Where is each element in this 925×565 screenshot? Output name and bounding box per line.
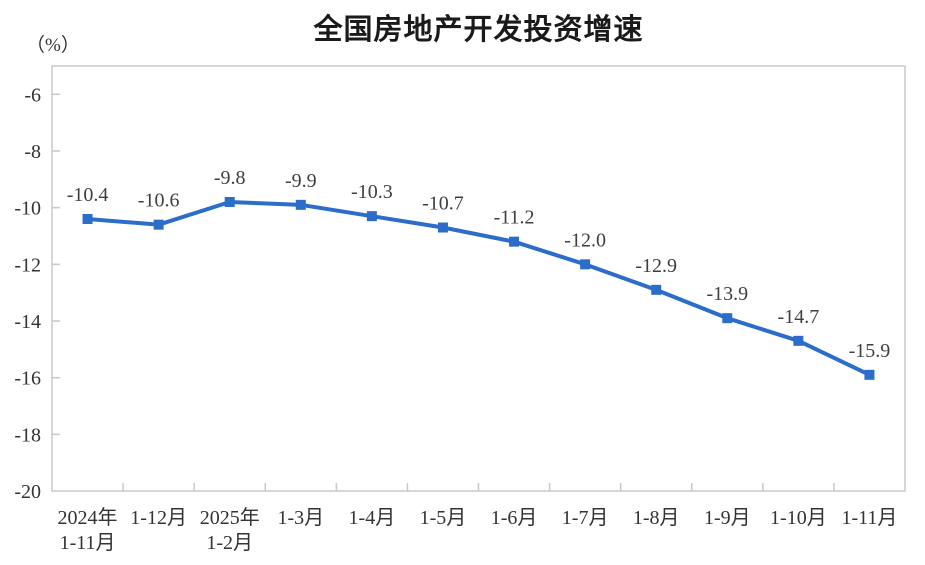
data-point-marker (793, 335, 804, 346)
chart-title: 全国房地产开发投资增速 (313, 14, 644, 46)
data-point-label: -10.6 (138, 190, 180, 212)
x-axis-category-label: 1-5月 (420, 507, 467, 529)
data-point-label: -10.3 (351, 181, 393, 203)
y-axis-tick-label: -8 (24, 141, 41, 163)
x-axis-category-label: 1-9月 (704, 507, 751, 529)
x-axis-category-label: 1-11月 (841, 507, 897, 529)
data-point-label: -10.4 (67, 184, 109, 206)
y-axis-unit-label: （%） (26, 35, 80, 56)
y-axis-tick-label: -20 (14, 481, 41, 503)
data-point-marker (509, 236, 520, 247)
x-axis-category-label: 1-4月 (349, 507, 396, 529)
x-axis-category-label: 1-2月 (206, 532, 253, 554)
data-point-label: -15.9 (849, 340, 891, 362)
x-axis-category-label: 1-3月 (277, 507, 324, 529)
data-point-marker (651, 284, 662, 295)
data-point-marker (82, 214, 93, 224)
y-axis-tick-label: -16 (14, 368, 41, 390)
y-axis-tick-label: -6 (24, 84, 41, 106)
data-point-label: -10.7 (422, 193, 464, 215)
x-axis-category-label: 1-10月 (770, 507, 827, 529)
data-point-marker (722, 313, 733, 324)
data-point-label: -11.2 (494, 207, 535, 229)
plot-area-border (51, 65, 906, 492)
data-point-marker (864, 369, 875, 380)
x-axis-category-label: 2025年 (200, 506, 260, 529)
x-axis-category-label: 1-7月 (562, 507, 609, 529)
data-point-marker (580, 259, 591, 270)
data-point-marker (153, 219, 164, 230)
x-axis-category-label: 2024年 (58, 506, 118, 529)
data-point-label: -13.9 (706, 283, 748, 305)
y-axis-tick-label: -14 (14, 311, 41, 333)
data-point-label: -9.9 (285, 170, 317, 192)
data-point-marker (295, 199, 306, 210)
series-line (85, 200, 872, 377)
x-axis-category-label: 1-8月 (633, 507, 680, 529)
data-point-label: -9.8 (214, 167, 246, 189)
y-axis-tick-label: -12 (14, 254, 41, 276)
y-axis-tick-label: -18 (14, 424, 41, 446)
y-axis-tick-label: -10 (14, 198, 41, 220)
data-point-marker (437, 222, 448, 233)
x-axis-category-label: 1-12月 (130, 507, 187, 529)
data-point-label: -12.9 (635, 255, 677, 277)
data-point-marker (366, 211, 377, 222)
x-axis-category-label: 1-6月 (491, 507, 538, 529)
x-axis-category-label: 1-11月 (60, 532, 116, 554)
data-point-label: -12.0 (564, 229, 606, 251)
data-point-marker (224, 197, 235, 207)
data-point-label: -14.7 (778, 306, 820, 328)
